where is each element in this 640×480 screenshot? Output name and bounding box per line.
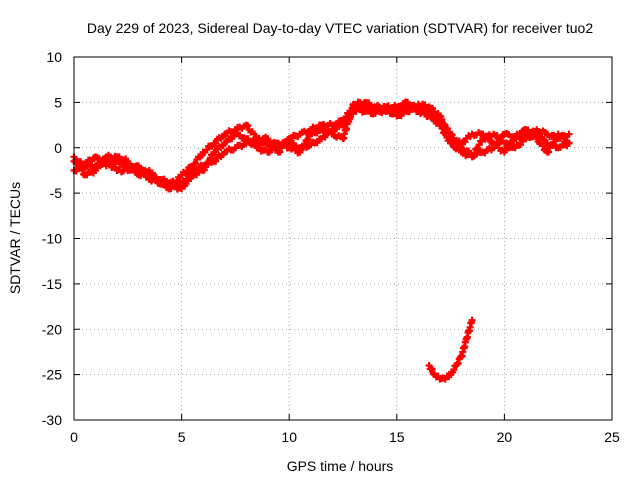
x-tick-label: 0 (70, 429, 78, 445)
interp-marker (301, 141, 309, 149)
interp-marker (276, 148, 284, 156)
interp-marker (187, 174, 195, 182)
interp-marker (244, 122, 252, 130)
interp-marker (347, 108, 355, 116)
interp-marker (130, 164, 138, 172)
interp-marker (540, 135, 548, 143)
interp-marker (183, 167, 191, 175)
plot-frame (73, 56, 613, 421)
interp-marker (474, 144, 482, 152)
interp-marker (429, 104, 437, 112)
series-track-d (425, 316, 476, 383)
interp-marker (202, 163, 210, 171)
interp-marker (304, 136, 312, 144)
interp-marker (205, 158, 213, 166)
interp-marker (484, 133, 492, 141)
y-tick-label: -25 (42, 367, 62, 383)
data-point (135, 162, 143, 170)
interp-marker (313, 139, 321, 147)
interp-marker (517, 141, 525, 149)
chart-title: Day 229 of 2023, Sidereal Day-to-day VTE… (87, 20, 594, 36)
interp-marker (507, 141, 515, 149)
interp-marker (203, 146, 211, 154)
y-tick-label: -5 (50, 185, 63, 201)
x-tick-label: 25 (604, 429, 620, 445)
series-track-c (70, 100, 573, 193)
interp-marker (549, 139, 557, 147)
data-point (468, 316, 476, 324)
interp-marker (429, 113, 437, 121)
y-tick-label: -20 (42, 321, 62, 337)
interp-marker (384, 106, 392, 114)
interp-marker (155, 177, 163, 185)
interp-marker (182, 180, 190, 188)
interp-marker (171, 180, 179, 188)
interp-marker (545, 148, 553, 156)
x-tick-label: 15 (389, 429, 405, 445)
x-tick-label: 5 (178, 429, 186, 445)
interp-marker (244, 135, 252, 143)
y-tick-label: -10 (42, 231, 62, 247)
interp-marker (212, 139, 220, 147)
y-tick-label: 10 (46, 49, 62, 65)
interp-marker (78, 166, 86, 174)
y-axis-label: SDTVAR / TECUs (7, 182, 23, 294)
interp-marker (250, 130, 258, 138)
series-layer (70, 98, 573, 383)
interp-marker (282, 140, 290, 148)
x-tick-label: 20 (497, 429, 513, 445)
x-axis-label: GPS time / hours (287, 458, 394, 474)
y-tick-label: 5 (54, 94, 62, 110)
interp-marker (341, 116, 349, 124)
x-tick-label: 10 (281, 429, 297, 445)
tick-labels: 0 5 10 15 20 25 -30 -25 -20 -15 -10 -5 0 5 10 (42, 49, 620, 445)
data-point (565, 139, 573, 147)
interp-marker (461, 138, 469, 146)
interp-marker (539, 142, 547, 150)
interp-marker (228, 135, 236, 143)
interp-marker (212, 148, 220, 156)
y-tick-label: 0 (54, 140, 62, 156)
y-tick-label: -30 (42, 412, 62, 428)
interp-marker (191, 160, 199, 168)
y-tick-label: -15 (42, 276, 62, 292)
interp-marker (471, 149, 479, 157)
interp-marker (74, 157, 82, 165)
interp-marker (212, 157, 220, 165)
interp-marker (270, 142, 278, 150)
series-track-b (70, 98, 573, 193)
interp-marker (98, 160, 106, 168)
interp-marker (150, 172, 158, 180)
data-point (565, 130, 573, 138)
